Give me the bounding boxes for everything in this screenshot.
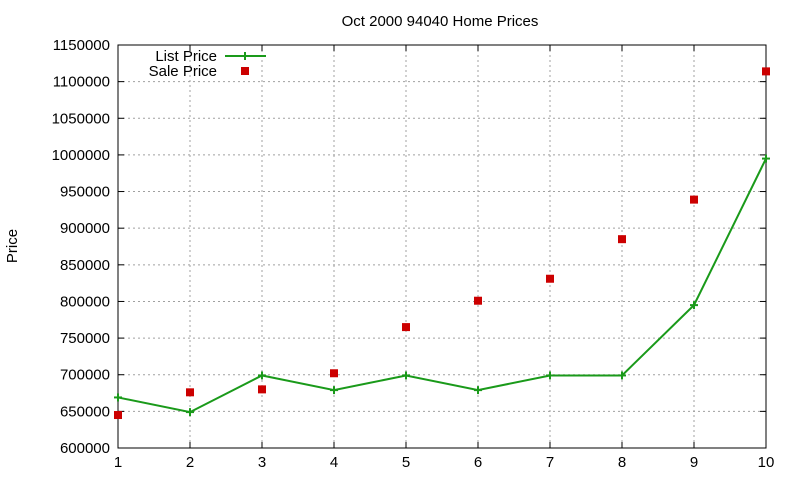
list-price-point (546, 371, 554, 380)
y-tick-label: 1150000 (53, 37, 110, 54)
x-tick-label: 2 (186, 454, 194, 471)
y-axis-label: Price (4, 229, 21, 263)
y-tick-label: 1000000 (52, 147, 110, 164)
y-tick-label: 850000 (60, 257, 110, 274)
y-tick-label: 950000 (60, 184, 110, 201)
grid-lines (118, 45, 766, 448)
y-tick-label: 700000 (60, 367, 110, 384)
y-tick-label: 800000 (60, 293, 110, 310)
y-tick-label: 1100000 (53, 74, 110, 91)
sale-price-point (330, 369, 338, 378)
legend-symbol-sale-price (241, 67, 249, 75)
x-tick-label: 9 (690, 454, 698, 471)
list-price-point (186, 408, 194, 417)
sale-price-point (402, 323, 410, 332)
y-tick-label: 900000 (60, 220, 110, 237)
legend-label-sale-price: Sale Price (149, 63, 217, 80)
y-tick-label: 750000 (60, 330, 110, 347)
x-tick-label: 4 (330, 454, 338, 471)
x-tick-label: 8 (618, 454, 626, 471)
sale-price-point (258, 385, 266, 394)
y-tick-label: 600000 (60, 440, 110, 457)
sale-price-point (114, 411, 122, 420)
x-tick-label: 1 (114, 454, 122, 471)
chart-title: Oct 2000 94040 Home Prices (342, 13, 539, 30)
list-price-point (402, 371, 410, 380)
legend: List Price Sale Price (149, 48, 266, 80)
sale-price-point (618, 235, 626, 244)
x-tick-label: 5 (402, 454, 410, 471)
list-price-line (117, 158, 767, 414)
x-tick-label: 6 (474, 454, 482, 471)
sale-price-point (186, 388, 194, 397)
y-tick-label: 650000 (60, 403, 110, 420)
plot-frame (117, 44, 767, 449)
x-tick-label: 3 (258, 454, 266, 471)
legend-label-list-price: List Price (155, 48, 217, 65)
sale-price-point (762, 67, 770, 76)
axes (117, 44, 767, 449)
list-price-point (114, 393, 122, 402)
list-price-point (690, 301, 698, 310)
x-tick-label: 7 (546, 454, 554, 471)
list-price-point (474, 386, 482, 395)
sale-price-point (546, 274, 554, 283)
list-price-point (762, 154, 770, 163)
sale-price-point (474, 296, 482, 305)
list-price-point (330, 386, 338, 395)
tick-labels: 1 2 3 4 5 6 7 8 9 10 600000 650000 700000 750000 80000… (52, 37, 775, 471)
legend-symbols (225, 52, 266, 75)
sale-price-point (690, 195, 698, 204)
y-tick-label: 1050000 (52, 110, 110, 127)
x-tick-label: 10 (758, 454, 775, 471)
list-price-point (618, 371, 626, 380)
data-series (114, 67, 770, 420)
list-price-point (258, 371, 266, 380)
